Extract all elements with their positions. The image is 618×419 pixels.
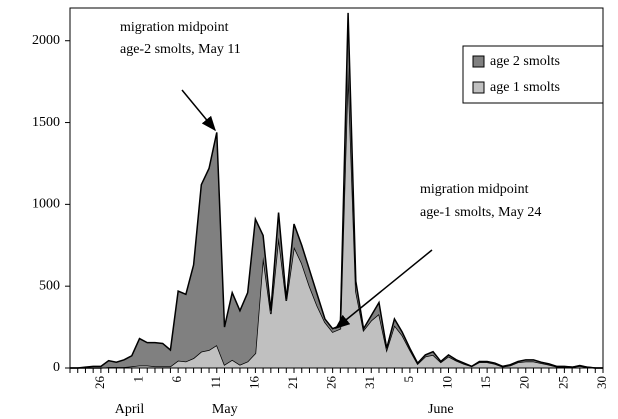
x-tick-label: 26 [324,376,339,390]
legend-box [462,45,604,104]
y-tick-label: 1000 [32,197,60,212]
month-label: June [428,402,454,417]
legend-label: age 2 smolts [490,54,560,69]
legend-swatch [472,55,485,68]
month-label: April [115,402,145,417]
annotation-arrow [181,89,216,132]
plot-frame [69,7,604,369]
annotation: migration midpoint [120,20,229,35]
x-tick-label: 10 [439,376,454,389]
y-tick-label: 0 [53,360,60,375]
x-tick-label: 31 [362,376,377,389]
legend: age 2 smolts age 1 smolts [462,45,604,104]
annotation-arrow [334,249,433,329]
x-tick-label: 30 [594,376,609,389]
annotation: age-2 smolts, May 11 [120,42,241,57]
x-tick-label: 21 [285,376,300,389]
y-tick-label: 500 [39,278,60,293]
x-tick-label: 5 [401,376,416,383]
x-tick-label: 11 [208,376,223,389]
x-tick-label: 1 [131,376,146,383]
x-tick-label: 15 [478,376,493,389]
x-tick-label: 26 [92,376,107,390]
annotation: age-1 smolts, May 24 [420,205,541,220]
month-label: May [212,402,238,417]
x-tick-label: 25 [555,376,570,389]
x-tick-label: 16 [246,376,261,390]
y-tick-label: 1500 [32,115,60,130]
x-tick-label: 20 [517,376,532,389]
annotation: migration midpoint [420,182,529,197]
legend-label: age 1 smolts [490,80,560,95]
x-tick-label: 6 [169,376,184,383]
area [70,12,603,369]
y-tick-label: 2000 [32,33,60,48]
legend-swatch [472,81,485,94]
